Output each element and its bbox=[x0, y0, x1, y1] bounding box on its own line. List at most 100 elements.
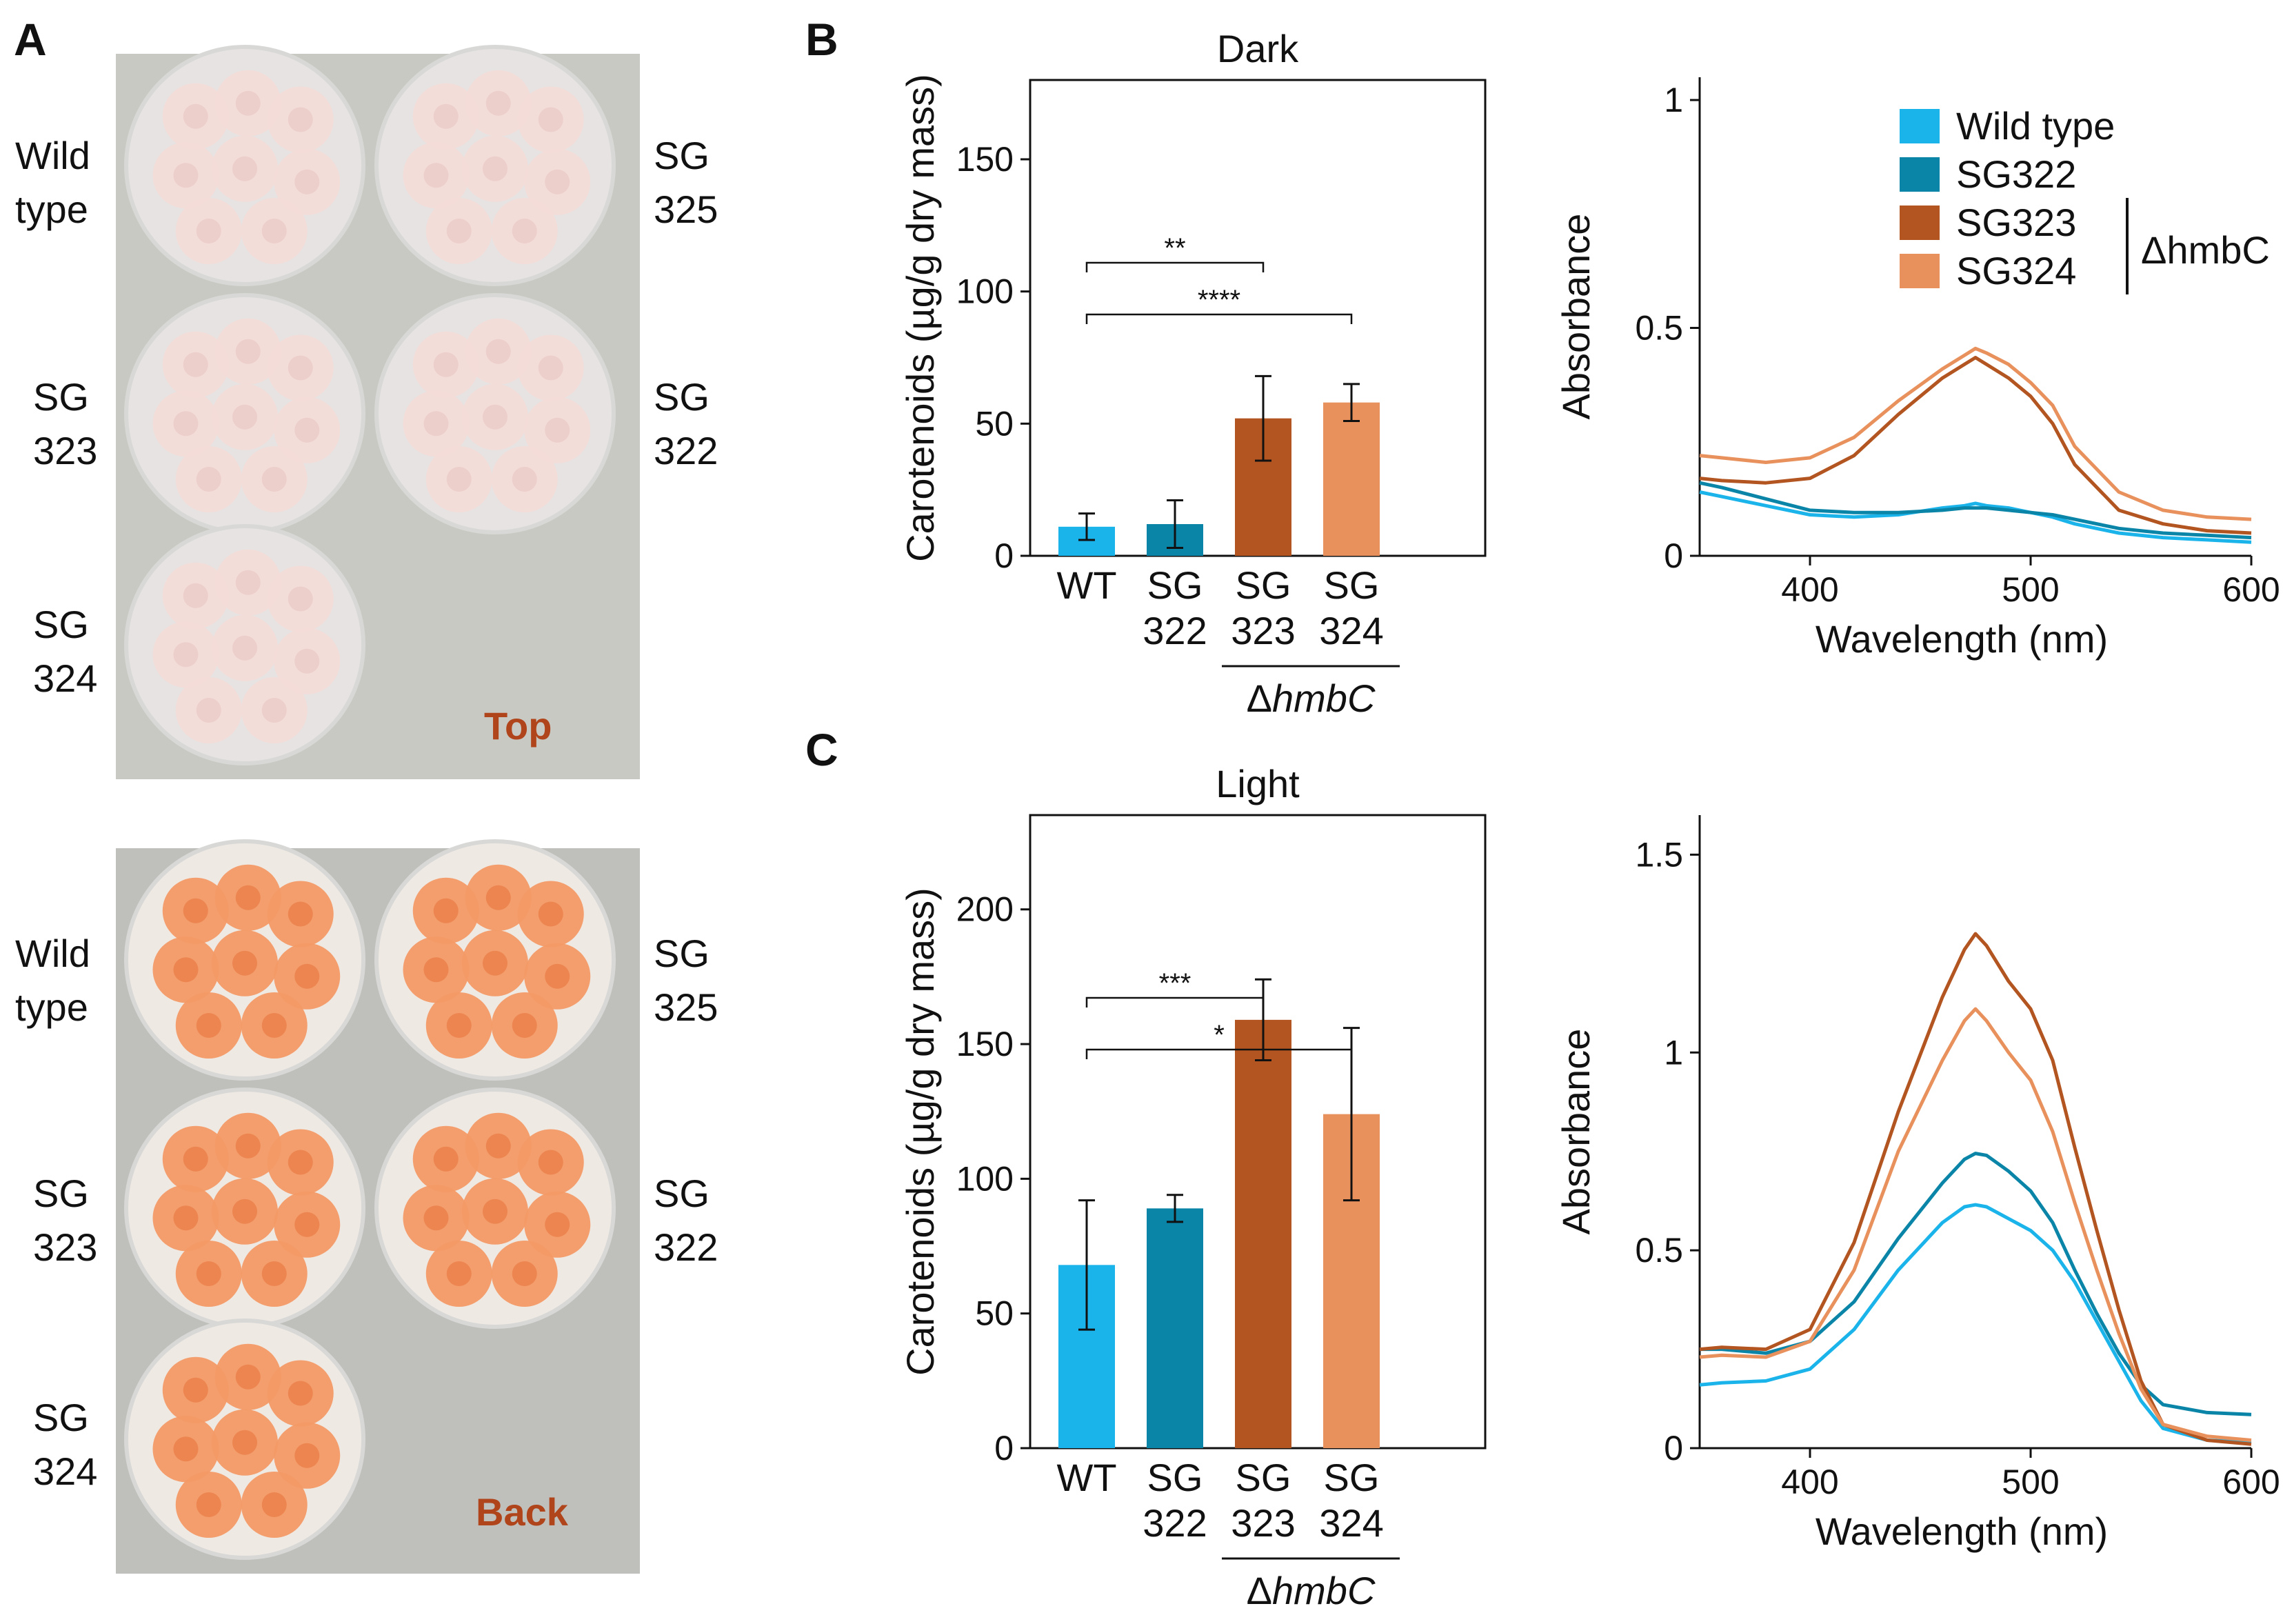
y-axis-label: Absorbance bbox=[1554, 1029, 1598, 1235]
bar-sg322 bbox=[1147, 1208, 1203, 1448]
colony-center-top-3-7 bbox=[196, 467, 221, 492]
plate-photo-top: Top bbox=[116, 45, 640, 779]
strain-label-sg323-back: SG 323 bbox=[33, 1172, 97, 1269]
colony-center-back-2-8 bbox=[512, 1013, 537, 1038]
legend-swatch-sg322 bbox=[1900, 157, 1940, 192]
x-axis-label: Wavelength (nm) bbox=[1816, 1510, 2108, 1553]
colony-center-back-1-2 bbox=[235, 885, 261, 910]
colony-center-back-4-8 bbox=[512, 1261, 537, 1286]
colony-center-back-5-7 bbox=[196, 1492, 221, 1517]
y-tick-label: 50 bbox=[975, 404, 1014, 443]
colony-center-back-4-3 bbox=[538, 1150, 563, 1175]
y-tick-label: 0 bbox=[994, 1429, 1014, 1467]
colony-center-back-3-3 bbox=[288, 1150, 313, 1175]
series-line-wt bbox=[1699, 1203, 2252, 1444]
x-category-label-sg324: SG 324 bbox=[1319, 563, 1383, 652]
group-label-prefix: Δ bbox=[1247, 676, 1272, 720]
colony-center-back-3-6 bbox=[294, 1212, 320, 1237]
significance-label: **** bbox=[1198, 285, 1240, 315]
colony-center-back-5-5 bbox=[232, 1430, 257, 1455]
colony-center-back-2-5 bbox=[483, 950, 507, 976]
category-label-line: 323 bbox=[1231, 609, 1295, 652]
colony-center-top-4-4 bbox=[423, 411, 449, 437]
colony-center-top-1-5 bbox=[232, 156, 257, 181]
colony-center-top-2-7 bbox=[446, 219, 472, 243]
x-category-label-wt: WT bbox=[1056, 1456, 1116, 1499]
colony-center-back-2-4 bbox=[423, 957, 449, 983]
x-tick-label: 500 bbox=[2002, 570, 2059, 609]
photo-top-corner-label: Top bbox=[484, 704, 552, 748]
panel-letter-b: B bbox=[805, 14, 838, 65]
colony-center-top-5-5 bbox=[232, 635, 257, 661]
category-label-line: SG bbox=[1147, 563, 1203, 607]
colony-center-top-2-3 bbox=[538, 107, 563, 132]
strain-label-sg322-top: SG 322 bbox=[654, 375, 718, 472]
colony-center-top-2-1 bbox=[433, 103, 459, 129]
colony-center-back-4-6 bbox=[545, 1212, 570, 1237]
y-axis-label: Carotenoids (µg/g dry mass) bbox=[898, 888, 942, 1376]
category-label-line: SG bbox=[1236, 563, 1291, 607]
x-category-label-sg322: SG 322 bbox=[1143, 563, 1207, 652]
colony-center-back-4-4 bbox=[423, 1205, 449, 1231]
colony-center-back-1-4 bbox=[173, 957, 199, 983]
chart-light-absorbance: 0 0.5 1 1.5 400 500 600 Wavelength (nm) Absorban… bbox=[1554, 815, 2280, 1553]
colony-center-back-4-7 bbox=[446, 1261, 472, 1286]
colony-center-top-4-7 bbox=[446, 467, 472, 492]
colony-center-top-4-3 bbox=[538, 355, 563, 381]
significance-label: * bbox=[1214, 1020, 1225, 1050]
y-tick-label: 50 bbox=[975, 1294, 1014, 1333]
colony-center-top-2-5 bbox=[483, 156, 507, 181]
x-tick-label: 600 bbox=[2222, 1463, 2280, 1501]
photo-back-corner-label: Back bbox=[476, 1490, 569, 1534]
series-line-sg324 bbox=[1699, 1007, 2252, 1442]
category-label-line: 323 bbox=[1231, 1501, 1295, 1545]
y-axis-label: Absorbance bbox=[1554, 214, 1598, 420]
bar-sg324 bbox=[1323, 402, 1380, 556]
colony-center-top-4-2 bbox=[485, 339, 511, 364]
legend-swatch-wt bbox=[1900, 109, 1940, 143]
significance-bracket bbox=[1085, 996, 1265, 1008]
strain-labels-back: Wild type SG 325 SG 323 SG 322 SG 324 bbox=[15, 932, 718, 1493]
legend-swatch-sg324 bbox=[1900, 254, 1940, 288]
category-label-line: SG bbox=[1236, 1456, 1291, 1499]
category-label-line: SG bbox=[1324, 1456, 1380, 1499]
colony-center-top-3-4 bbox=[173, 411, 199, 437]
colony-center-back-4-2 bbox=[485, 1133, 511, 1159]
y-tick-label: 0.5 bbox=[1635, 1231, 1683, 1270]
strain-label-sg325-top: SG 325 bbox=[654, 134, 718, 231]
category-label-line: 324 bbox=[1319, 609, 1383, 652]
colony-center-back-3-4 bbox=[173, 1205, 199, 1231]
x-category-label-sg322: SG 322 bbox=[1143, 1456, 1207, 1545]
colony-center-top-2-8 bbox=[512, 219, 537, 243]
colony-center-top-5-2 bbox=[235, 570, 261, 595]
series-line-sg324 bbox=[1699, 346, 2252, 521]
y-tick-label: 100 bbox=[956, 1159, 1014, 1198]
x-category-label-sg323: SG 323 bbox=[1231, 563, 1295, 652]
strain-label-sg323-top: SG 323 bbox=[33, 375, 97, 472]
colony-center-back-1-3 bbox=[288, 901, 313, 927]
legend-label-sg323: SG323 bbox=[1956, 201, 2076, 244]
legend-label-wt: Wild type bbox=[1956, 104, 2115, 148]
colony-center-top-1-8 bbox=[261, 219, 287, 243]
panel-letter-a: A bbox=[14, 14, 47, 65]
y-tick-label: 200 bbox=[956, 890, 1014, 929]
colony-center-back-3-8 bbox=[261, 1261, 287, 1286]
colony-center-top-5-3 bbox=[288, 586, 313, 612]
colony-center-top-5-4 bbox=[173, 642, 199, 668]
colony-center-back-1-6 bbox=[294, 963, 320, 989]
colony-center-back-2-3 bbox=[538, 901, 563, 927]
plate-photo-back: Back bbox=[116, 839, 640, 1574]
series-line-wt bbox=[1699, 490, 2252, 544]
colony-center-top-2-4 bbox=[423, 163, 449, 188]
y-axis-label: Carotenoids (µg/g dry mass) bbox=[898, 74, 942, 562]
colony-center-back-5-1 bbox=[183, 1377, 208, 1403]
y-tick-label: 0 bbox=[994, 537, 1014, 575]
group-label-gene: hmbC bbox=[1272, 676, 1376, 720]
colony-center-back-3-5 bbox=[232, 1199, 257, 1224]
colony-center-top-2-2 bbox=[485, 90, 511, 116]
colony-center-top-1-6 bbox=[294, 169, 320, 194]
x-category-label-sg324: SG 324 bbox=[1319, 1456, 1383, 1545]
colony-center-back-3-7 bbox=[196, 1261, 221, 1286]
category-label-line: WT bbox=[1056, 1456, 1116, 1499]
colony-center-back-2-6 bbox=[545, 963, 570, 989]
